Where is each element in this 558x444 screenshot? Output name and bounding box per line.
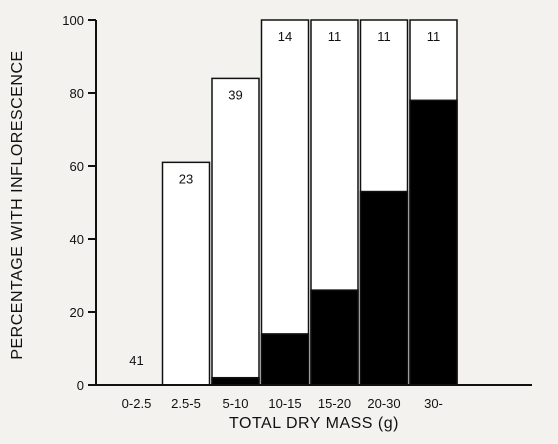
bar-total — [161, 161, 211, 386]
bar-flowering — [260, 333, 310, 386]
y-tick-label: 100 — [62, 13, 84, 28]
y-tick-label: 0 — [77, 378, 84, 393]
x-tick-label: 5-10 — [222, 396, 248, 411]
x-tick-label: 20-30 — [367, 396, 400, 411]
sample-size-label: 23 — [179, 171, 193, 186]
y-tick-label: 60 — [70, 159, 84, 174]
bar-total — [211, 77, 260, 386]
bars: 41 23 39 14 11 11 11 — [129, 19, 458, 386]
sample-size-label: 11 — [377, 29, 391, 44]
sample-size-label: 14 — [278, 29, 292, 44]
bar-total — [260, 19, 310, 386]
sample-size-label: 39 — [228, 87, 242, 102]
bar-flowering — [359, 190, 409, 386]
y-tick-label: 80 — [70, 86, 84, 101]
x-tick-label: 2.5-5 — [171, 396, 201, 411]
bar-flowering — [409, 99, 458, 386]
y-axis-title: PERCENTAGE WITH INFLORESCENCE — [9, 50, 26, 359]
sample-size-label: 11 — [427, 29, 441, 44]
sample-size-label: 11 — [328, 29, 342, 44]
bar-flowering — [211, 376, 260, 386]
y-tick-label: 40 — [70, 232, 84, 247]
x-tick-label: 10-15 — [268, 396, 301, 411]
x-tick-label: 15-20 — [318, 396, 351, 411]
x-axis-tick-labels: 0-2.5 2.5-5 5-10 10-15 15-20 20-30 30- — [122, 396, 443, 411]
bar-flowering — [310, 289, 359, 386]
x-axis-title: TOTAL DRY MASS (g) — [229, 415, 399, 432]
x-tick-label: 0-2.5 — [122, 396, 152, 411]
x-tick-label: 30- — [424, 396, 443, 411]
y-tick-label: 20 — [70, 305, 84, 320]
y-axis-ticks: 0 20 40 60 80 100 — [62, 13, 96, 393]
sample-size-label: 41 — [129, 353, 143, 368]
